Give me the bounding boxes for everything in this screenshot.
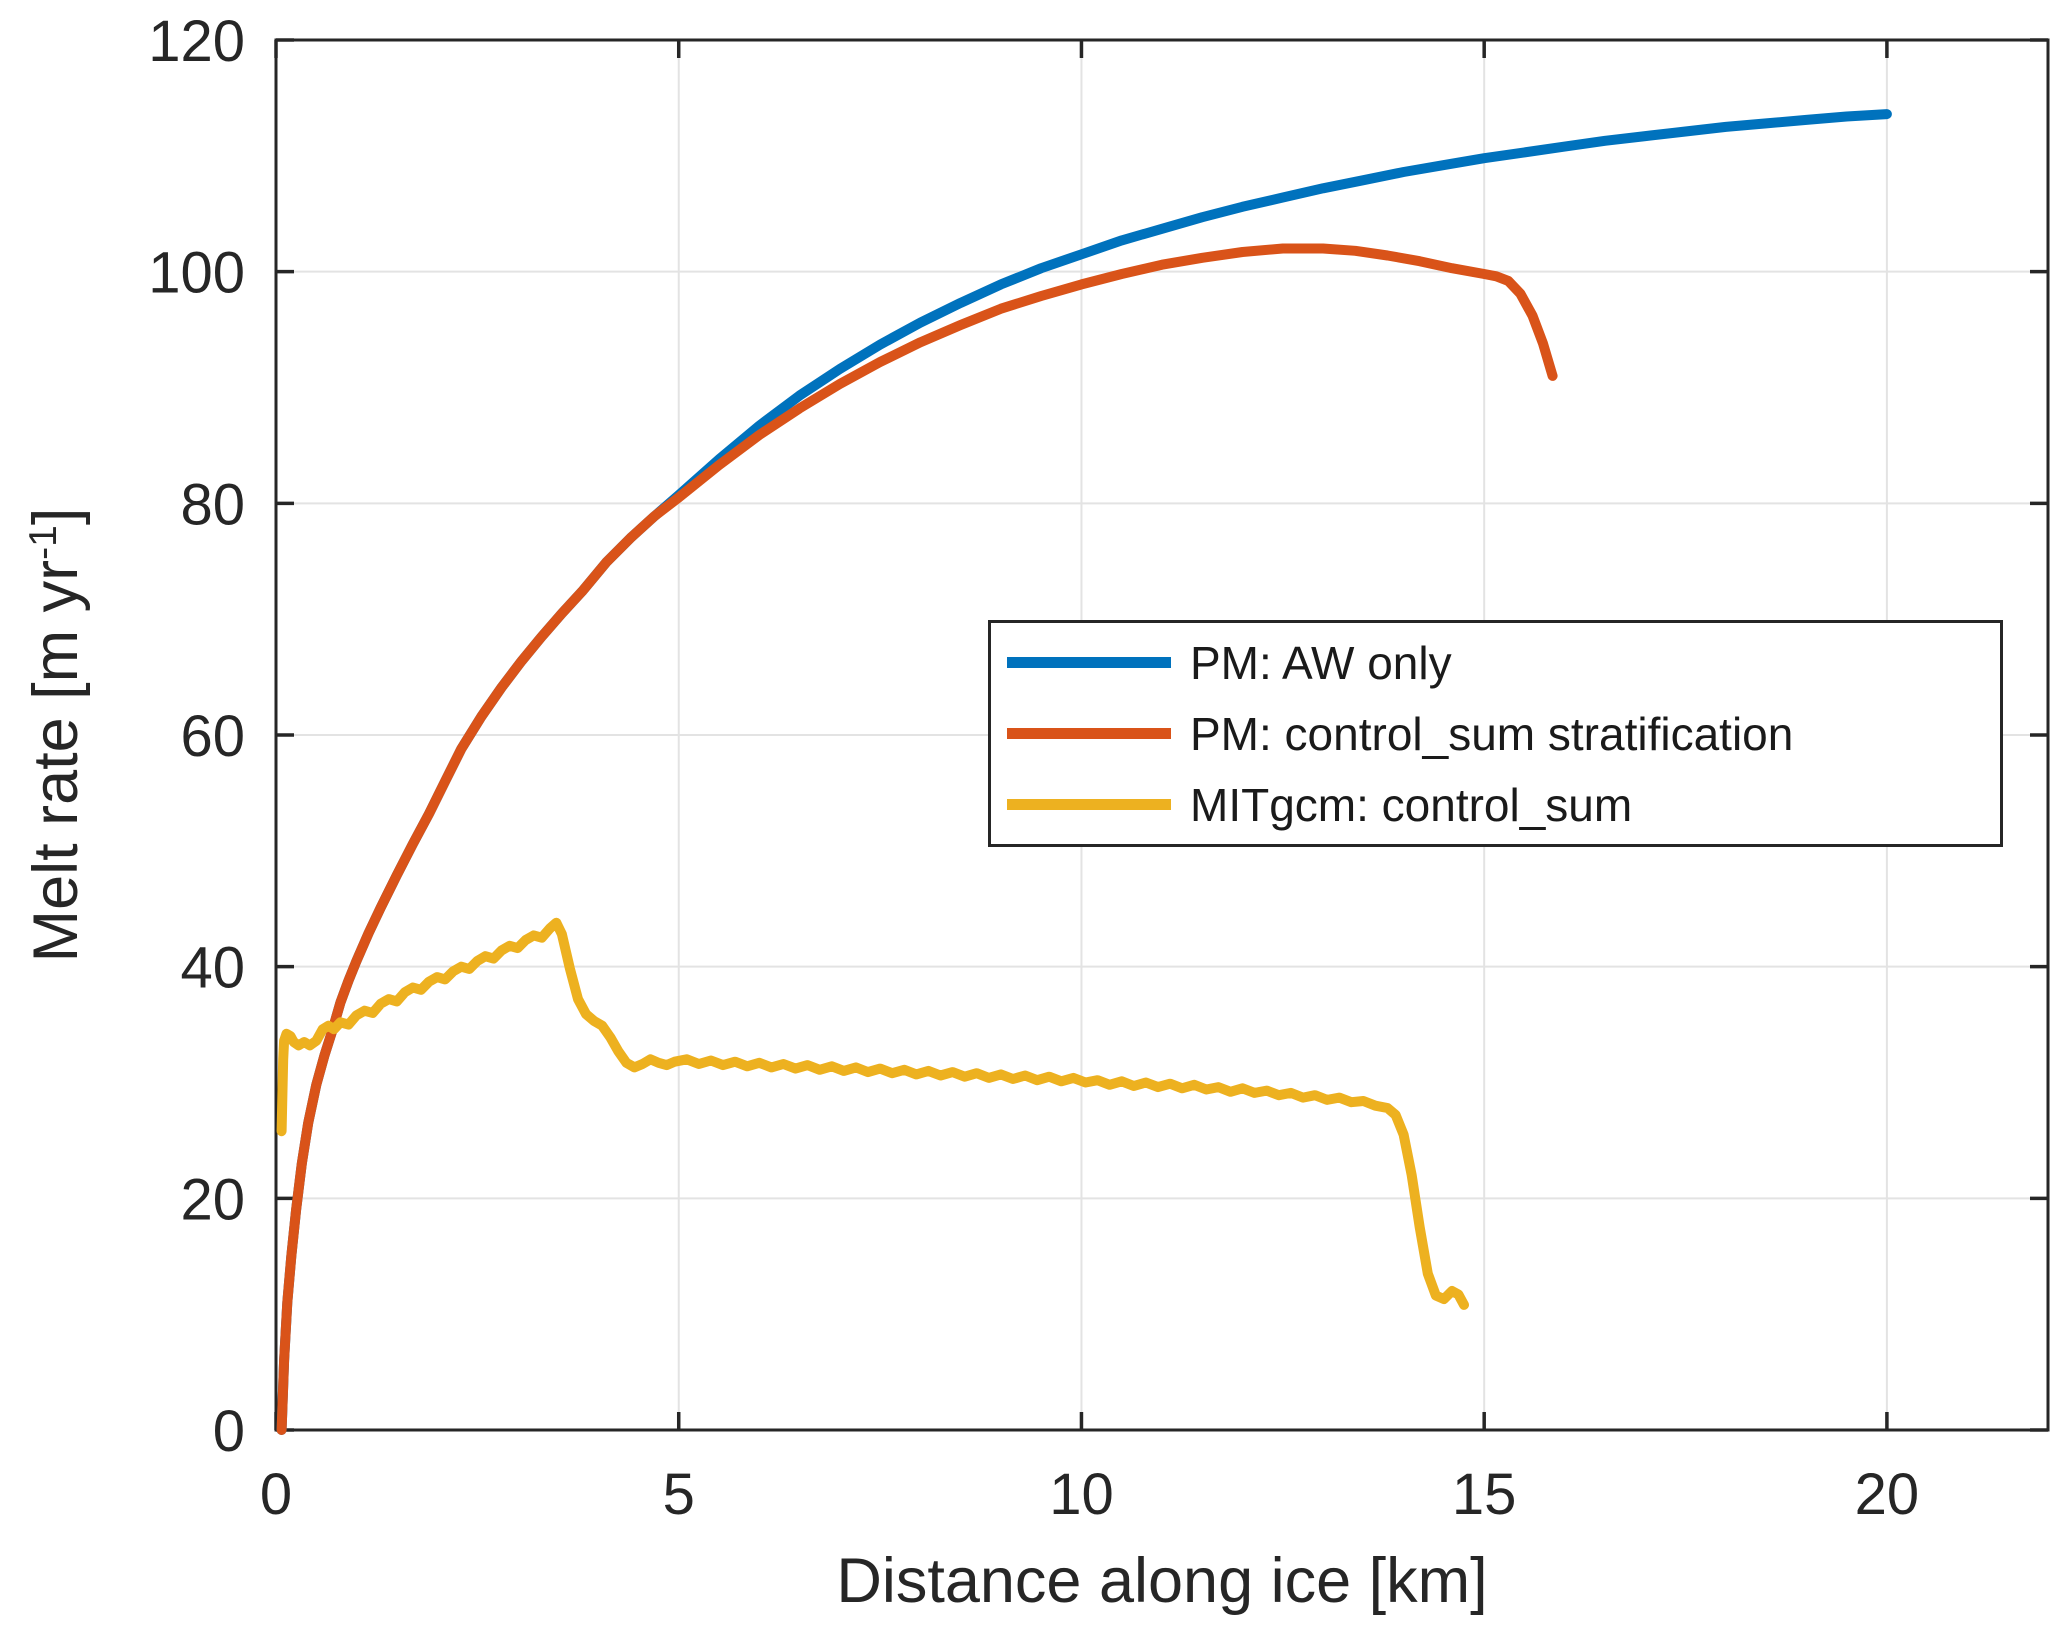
legend-line-swatch-yellow — [1007, 799, 1171, 810]
y-axis-label: Melt rate [m yr-1] — [20, 508, 92, 963]
x-axis-label: Distance along ice [km] — [836, 1546, 1488, 1616]
y-tick-label: 20 — [180, 1167, 245, 1232]
y-axis-label-base: Melt rate [m yr — [21, 559, 91, 963]
x-tick-label: 20 — [1855, 1462, 1920, 1527]
y-tick-label: 100 — [148, 241, 245, 306]
y-axis-label-superscript: -1 — [21, 525, 65, 560]
legend-line-swatch-orange — [1007, 728, 1171, 739]
legend-box: PM: AW only PM: control_sum stratificati… — [988, 620, 2003, 847]
legend-label-pm-control-sum-stratification: PM: control_sum stratification — [1190, 707, 1794, 760]
y-tick-label: 60 — [180, 704, 245, 769]
x-tick-label: 15 — [1452, 1462, 1517, 1527]
y-axis-label-close-bracket: ] — [21, 507, 91, 526]
x-tick-label: 5 — [663, 1462, 695, 1527]
x-tick-label: 0 — [260, 1462, 292, 1527]
legend-row-pm-control-sum-stratification: PM: control_sum stratification — [1007, 698, 2000, 769]
y-tick-label: 0 — [213, 1399, 245, 1464]
y-tick-label: 120 — [148, 9, 245, 74]
legend-row-mitgcm-control-sum: MITgcm: control_sum — [1007, 769, 2000, 840]
legend-label-mitgcm-control-sum: MITgcm: control_sum — [1190, 778, 1633, 831]
y-tick-label: 40 — [180, 936, 245, 1001]
x-tick-label: 10 — [1049, 1462, 1114, 1527]
legend-row-pm-aw-only: PM: AW only — [1007, 627, 2000, 698]
series-line-mitgcm-control-sum — [276, 917, 1469, 1310]
y-tick-label: 80 — [180, 472, 245, 537]
legend-label-pm-aw-only: PM: AW only — [1190, 636, 1452, 689]
legend-line-swatch-blue — [1007, 657, 1171, 668]
